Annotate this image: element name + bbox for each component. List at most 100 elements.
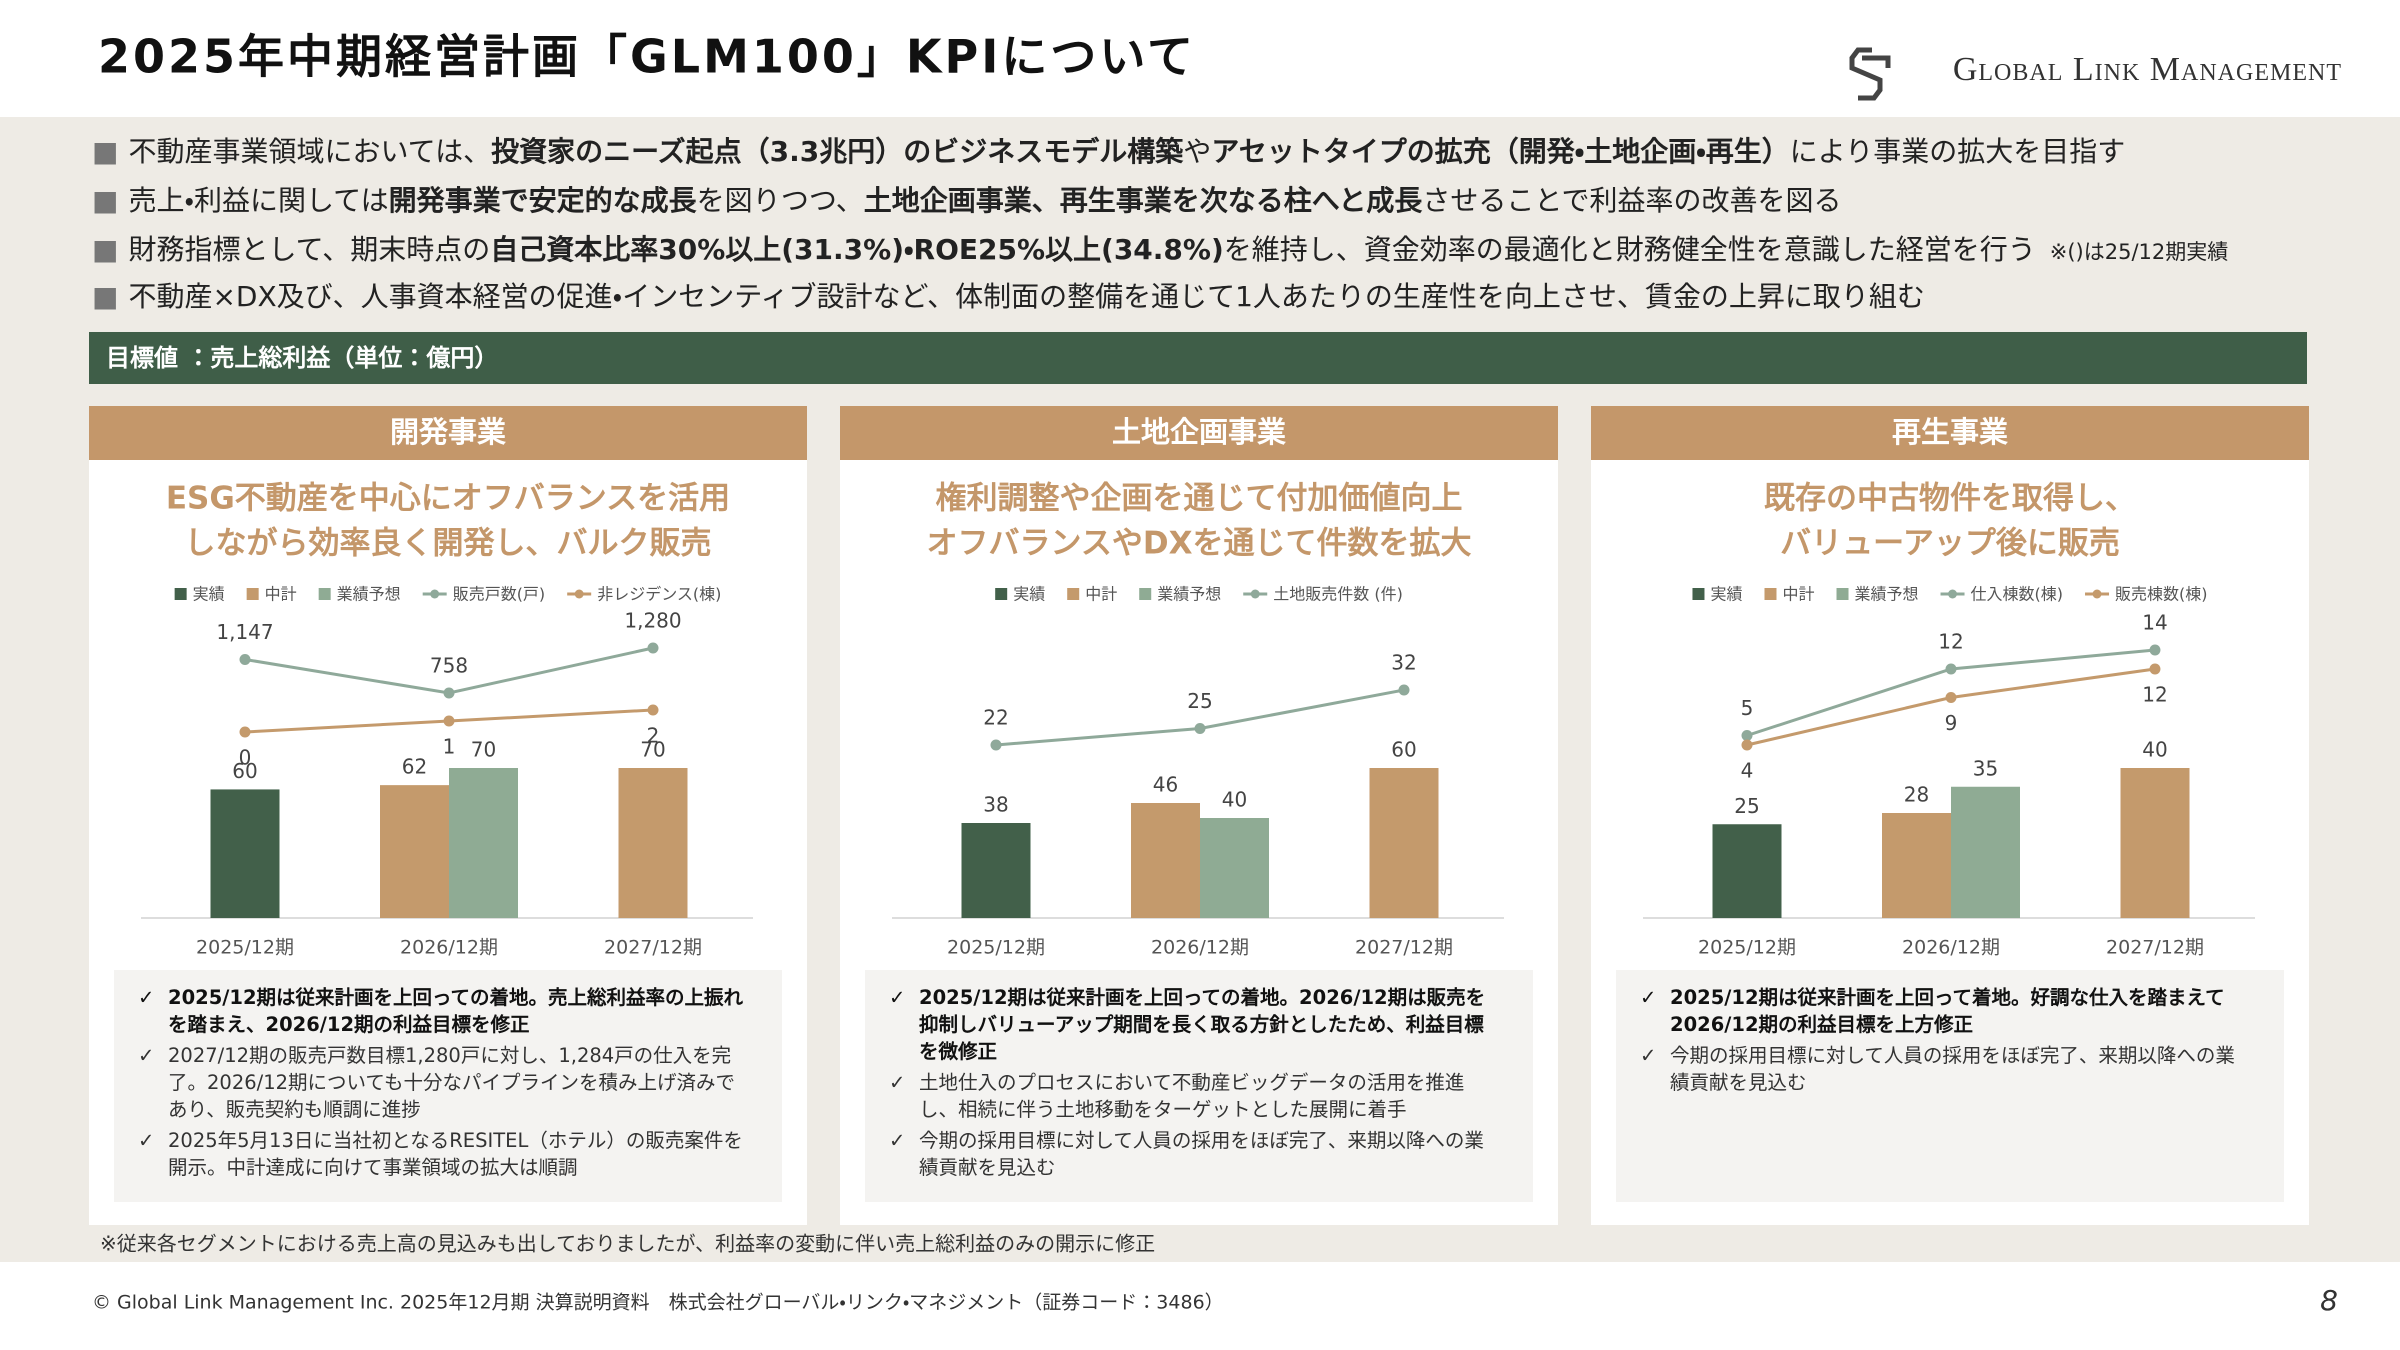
line-point — [990, 739, 1002, 751]
line-point — [239, 653, 251, 665]
bar — [449, 768, 518, 918]
legend-label: 土地販売件数 (件) — [1273, 585, 1403, 604]
target-label: 目標値 ：売上総利益（単位：億円） — [106, 344, 498, 372]
line-value-label: 1 — [443, 735, 456, 759]
bar-value-label: 60 — [232, 759, 257, 783]
notes-box: 2025/12期は従来計画を上回っての着地。2026/12期は販売を抑制しバリュ… — [865, 970, 1533, 1202]
bar — [618, 768, 688, 918]
legend-swatch — [318, 588, 331, 600]
panel-subtitle: ESG不動産を中心にオフバランスを活用 — [166, 481, 730, 517]
bar-value-label: 35 — [1973, 756, 1998, 780]
legend: 実績 中計 業績予想 土地販売件数 (件) — [995, 585, 1403, 604]
bar — [1200, 818, 1269, 918]
bullet-bold: 自己資本比率30%以上(31.3%)・ROE25%以上(34.8%) — [490, 233, 1224, 266]
panel-subtitle: オフバランスやDXを通じて件数を拡大 — [926, 526, 1471, 562]
line-value-label: 2 — [647, 724, 660, 748]
bar — [1882, 813, 1951, 918]
bar-value-label: 46 — [1153, 773, 1178, 797]
line-point — [1741, 739, 1753, 751]
bar-value-label: 38 — [983, 793, 1008, 817]
line-point — [1945, 663, 1957, 675]
panel-title: 土地企画事業 — [1112, 415, 1286, 449]
bullet: 売上・利益に関しては開発事業で安定的な成長を図りつつ、土地企画事業、再生事業を次… — [92, 179, 1842, 219]
line-value-label: 22 — [983, 706, 1008, 730]
legend-swatch — [995, 588, 1008, 600]
note: 今期の採用目標に対して人員の採用をほぼ完了、来期以降への業績貢献を見込む — [889, 1127, 1497, 1181]
bullet-bold: 土地企画事業、再生事業を次なる柱へと成長 — [863, 184, 1423, 217]
bar — [1951, 786, 2020, 918]
panel-header — [1591, 406, 2309, 460]
note: 土地仕入のプロセスにおいて不動産ビッグデータの活用を推進し、相続に伴う土地移動を… — [889, 1069, 1497, 1123]
legend-label: 販売戸数(戸) — [453, 585, 546, 604]
panel-subtitle: 既存の中古物件を取得し、 — [1764, 481, 2136, 517]
bar — [210, 789, 280, 918]
bullet-text: 売上・利益に関しては — [128, 184, 389, 217]
legend-dot — [1948, 589, 1958, 599]
legend-label: 実績 — [193, 585, 225, 604]
line-point — [239, 726, 251, 738]
line-point — [1194, 723, 1206, 734]
legend: 実績 中計 業績予想 販売戸数(戸) 非レジデンス(棟) — [174, 585, 721, 604]
line-value-label: 9 — [1945, 711, 1958, 735]
line-point — [2149, 644, 2161, 656]
line-point — [647, 642, 659, 654]
bar-value-label: 62 — [402, 755, 427, 779]
legend-dot — [430, 589, 440, 599]
x-tick-label: 2026/12期 — [1151, 937, 1249, 959]
bar-value-label: 28 — [1904, 783, 1929, 807]
bullet-bold: 開発事業で安定的な成長 — [388, 184, 697, 217]
line-value-label: 0 — [239, 746, 252, 770]
bar-value-label: 40 — [2142, 738, 2167, 762]
legend-swatch — [1139, 588, 1152, 600]
copyright: © Global Link Management Inc. 2025年12月期 … — [92, 1292, 1224, 1314]
notes-box: 2025/12期は従来計画を上回っての着地。売上総利益率の上振れを踏まえ、202… — [114, 970, 782, 1202]
logo-text: Global Link Management — [1953, 51, 2342, 88]
panel-header — [840, 406, 1558, 460]
line-point — [647, 704, 659, 716]
legend: 実績 中計 業績予想 仕入棟数(棟) 販売棟数(棟) — [1692, 585, 2208, 604]
bullet-note: ※()は25/12期実績 — [2049, 240, 2229, 264]
logo-mark — [1849, 47, 1891, 101]
legend-swatch — [1764, 588, 1777, 600]
line-value-label: 1,147 — [216, 620, 273, 644]
legend-swatch — [1067, 588, 1080, 600]
legend-label: 実績 — [1013, 585, 1045, 604]
legend-swatch — [1836, 588, 1849, 600]
legend-label: 業績予想 — [1855, 585, 1919, 604]
page-number: 8 — [2320, 1284, 2338, 1317]
footnote: ※従来各セグメントにおける売上高の見込みも出しておりましたが、利益率の変動に伴い… — [100, 1232, 1155, 1256]
page-title: 2025年中期経営計画「GLM100」KPIについて — [98, 30, 1196, 84]
bar-value-label: 25 — [1734, 794, 1759, 818]
bullet-text: を維持し、資金効率の最適化と財務健全性を意識した経営を行う — [1223, 233, 2036, 266]
panel-subtitle: しながら効率良く開発し、バルク販売 — [185, 526, 712, 562]
legend-label: 中計 — [1085, 585, 1117, 604]
line-point — [1398, 684, 1410, 696]
note: 2025/12期は従来計画を上回っての着地。2026/12期は販売を抑制しバリュ… — [889, 984, 1497, 1065]
bar — [1712, 824, 1782, 918]
bar — [2120, 768, 2190, 918]
x-tick-label: 2027/12期 — [2106, 937, 2204, 959]
x-tick-label: 2025/12期 — [196, 937, 294, 959]
note: 2025/12期は従来計画を上回っての着地。売上総利益率の上振れを踏まえ、202… — [138, 984, 746, 1038]
notes-box: 2025/12期は従来計画を上回って着地。好調な仕入を踏まえて2026/12期の… — [1616, 970, 2284, 1202]
legend-swatch — [246, 588, 259, 600]
line-value-label: 4 — [1741, 759, 1754, 783]
bullet-text: させることで利益率の改善を図る — [1422, 184, 1842, 217]
panel-title: 再生事業 — [1892, 415, 2008, 449]
target-bar — [89, 332, 2307, 384]
bar — [380, 785, 449, 918]
bar-value-label: 60 — [1391, 738, 1416, 762]
legend-label: 実績 — [1710, 585, 1742, 604]
panel-subtitle: バリューアップ後に販売 — [1780, 526, 2120, 562]
legend-label: 中計 — [265, 585, 297, 604]
line-point — [1945, 692, 1957, 703]
x-tick-label: 2026/12期 — [400, 937, 498, 959]
legend-swatch — [174, 588, 187, 600]
bullet-bold: 投資家のニーズ起点（3.3兆円）のビジネスモデル構築 — [491, 135, 1184, 168]
note: 2025年5月13日に当社初となるRESITEL（ホテル）の販売案件を開示。中計… — [138, 1127, 746, 1181]
bar — [1369, 768, 1439, 918]
note: 今期の採用目標に対して人員の採用をほぼ完了、来期以降への業績貢献を見込む — [1640, 1042, 2248, 1096]
legend-label: 非レジデンス(棟) — [597, 585, 721, 604]
bullet-text: を図りつつ、 — [696, 184, 864, 217]
panel-header — [89, 406, 807, 460]
